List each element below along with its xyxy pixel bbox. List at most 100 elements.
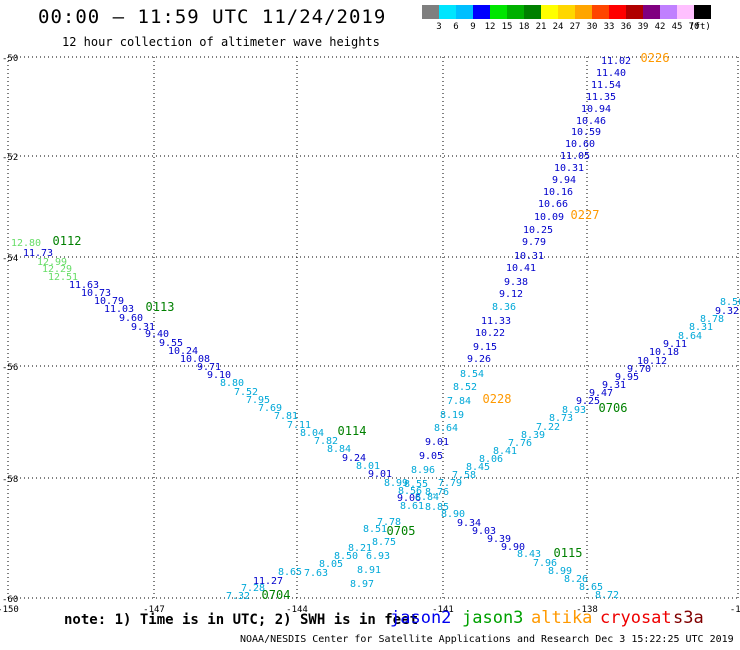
wave-height-value: 9.47 (589, 388, 613, 399)
wave-height-value: 9.10 (207, 370, 231, 381)
wave-height-value: 11.33 (481, 316, 511, 327)
wave-height-value: 8.54 (460, 369, 484, 380)
wave-height-value: 8.04 (300, 428, 324, 439)
wave-height-value: 7.32 (226, 591, 250, 602)
satellite-pass-label: 0114 (338, 424, 367, 438)
wave-height-value: 8.99 (384, 478, 408, 489)
legend-label: 6 (453, 22, 459, 32)
wave-height-value: 9.90 (501, 542, 525, 553)
wave-height-value: 8.39 (521, 430, 545, 441)
latitude-tick-label: -60 (2, 595, 18, 605)
wave-height-value: 7.82 (314, 436, 338, 447)
wave-height-value: 10.12 (637, 356, 667, 367)
legend-swatch (558, 5, 575, 19)
wave-height-value: 7.58 (452, 470, 476, 481)
wave-height-value: 7.22 (536, 422, 560, 433)
legend-swatch (609, 5, 626, 19)
wave-height-value: 10.31 (554, 163, 584, 174)
wave-height-value: 10.16 (543, 187, 573, 198)
legend-swatch (456, 5, 473, 19)
legend-swatch (626, 5, 643, 19)
wave-height-value: 9.24 (342, 453, 366, 464)
legend-label: 9 (470, 22, 476, 32)
longitude-tick-label: -150 (0, 605, 19, 615)
longitude-tick-label: -144 (286, 605, 308, 615)
wave-height-value: 7.63 (304, 568, 328, 579)
wave-height-value: 9.38 (504, 277, 528, 288)
wave-height-value: 10.24 (168, 346, 198, 357)
wave-height-value: 9.31 (131, 322, 155, 333)
wave-height-value: 12.51 (48, 272, 78, 283)
wave-height-value: 8.55 (404, 479, 428, 490)
wave-height-value: 7.28 (241, 583, 265, 594)
wave-height-value: 10.08 (180, 354, 210, 365)
satellite-jason2: jason2 (390, 608, 452, 628)
wave-height-value: 10.94 (581, 104, 611, 115)
satellite-jason3: jason3 (462, 608, 524, 628)
wave-height-value: 8.65 (579, 582, 603, 593)
wave-height-value: 8.99 (548, 566, 572, 577)
wave-height-value: 12.99 (37, 257, 67, 268)
satellite-s3a: s3a (673, 608, 704, 628)
wave-height-value: 11.02 (601, 56, 631, 67)
wave-height-value: 11.40 (596, 68, 626, 79)
wave-height-value: 10.66 (538, 199, 568, 210)
wave-height-value: 8.06 (479, 454, 503, 465)
wave-height-value: 8.76 (425, 487, 449, 498)
wave-height-value: 9.60 (119, 313, 143, 324)
satellite-pass-label: 0226 (641, 51, 670, 65)
legend-label: 33 (603, 22, 615, 32)
wave-height-value: 8.91 (357, 565, 381, 576)
wave-height-value: 11.03 (104, 304, 134, 315)
legend-swatch (473, 5, 490, 19)
latitude-tick-label: -54 (2, 254, 18, 264)
legend-label: 70 (688, 22, 700, 32)
wave-height-value: 8.05 (319, 559, 343, 570)
legend-swatch (490, 5, 507, 19)
satellite-altika: altika (531, 608, 593, 628)
wave-height-value: 9.06 (397, 493, 421, 504)
wave-height-color-legend (422, 5, 711, 19)
satellite-pass-label: 0706 (599, 401, 628, 415)
wave-height-value: 8.56 (720, 297, 740, 308)
satellite-cryosat: cryosat (600, 608, 672, 628)
legend-swatch (439, 5, 456, 19)
wave-height-value: 8.31 (689, 322, 713, 333)
legend-label: 3 (436, 22, 442, 32)
wave-height-value: 8.64 (678, 331, 702, 342)
legend-label: 30 (586, 22, 598, 32)
wave-height-value: 10.31 (514, 251, 544, 262)
legend-label: 12 (484, 22, 496, 32)
longitude-tick-label: -13 (730, 605, 740, 615)
wave-height-value: 7.76 (508, 438, 532, 449)
wave-height-value: 9.70 (627, 364, 651, 375)
satellite-pass-label: 0115 (554, 546, 583, 560)
wave-height-value: 8.45 (466, 462, 490, 473)
wave-height-value: 9.55 (159, 338, 183, 349)
legend-label: 36 (620, 22, 632, 32)
wave-height-value: 10.46 (576, 116, 606, 127)
wave-height-value: 9.71 (197, 362, 221, 373)
wave-height-value: 8.51 (363, 524, 387, 535)
wave-height-value: 9.01 (368, 469, 392, 480)
wave-height-value: 8.64 (434, 423, 458, 434)
legend-swatch (422, 5, 439, 19)
wave-height-value: 8.80 (220, 378, 244, 389)
longitude-tick-label: -141 (432, 605, 454, 615)
wave-height-value: 8.73 (549, 413, 573, 424)
legend-swatch (524, 5, 541, 19)
wave-height-value: 8.26 (564, 574, 588, 585)
satellite-pass-label: 0705 (387, 524, 416, 538)
legend-swatch (643, 5, 660, 19)
wave-height-value: 7.84 (447, 396, 471, 407)
wave-height-value: 8.75 (372, 537, 396, 548)
wave-height-value: 8.19 (440, 410, 464, 421)
wave-height-value: 11.27 (253, 576, 283, 587)
wave-height-value: 7.78 (377, 517, 401, 528)
wave-height-value: 9.26 (467, 354, 491, 365)
wave-height-value: 12.29 (42, 264, 72, 275)
wave-height-value: 7.69 (258, 403, 282, 414)
wave-height-value: 8.21 (348, 543, 372, 554)
wave-height-value: 7.96 (533, 558, 557, 569)
wave-height-value: 10.60 (565, 139, 595, 150)
